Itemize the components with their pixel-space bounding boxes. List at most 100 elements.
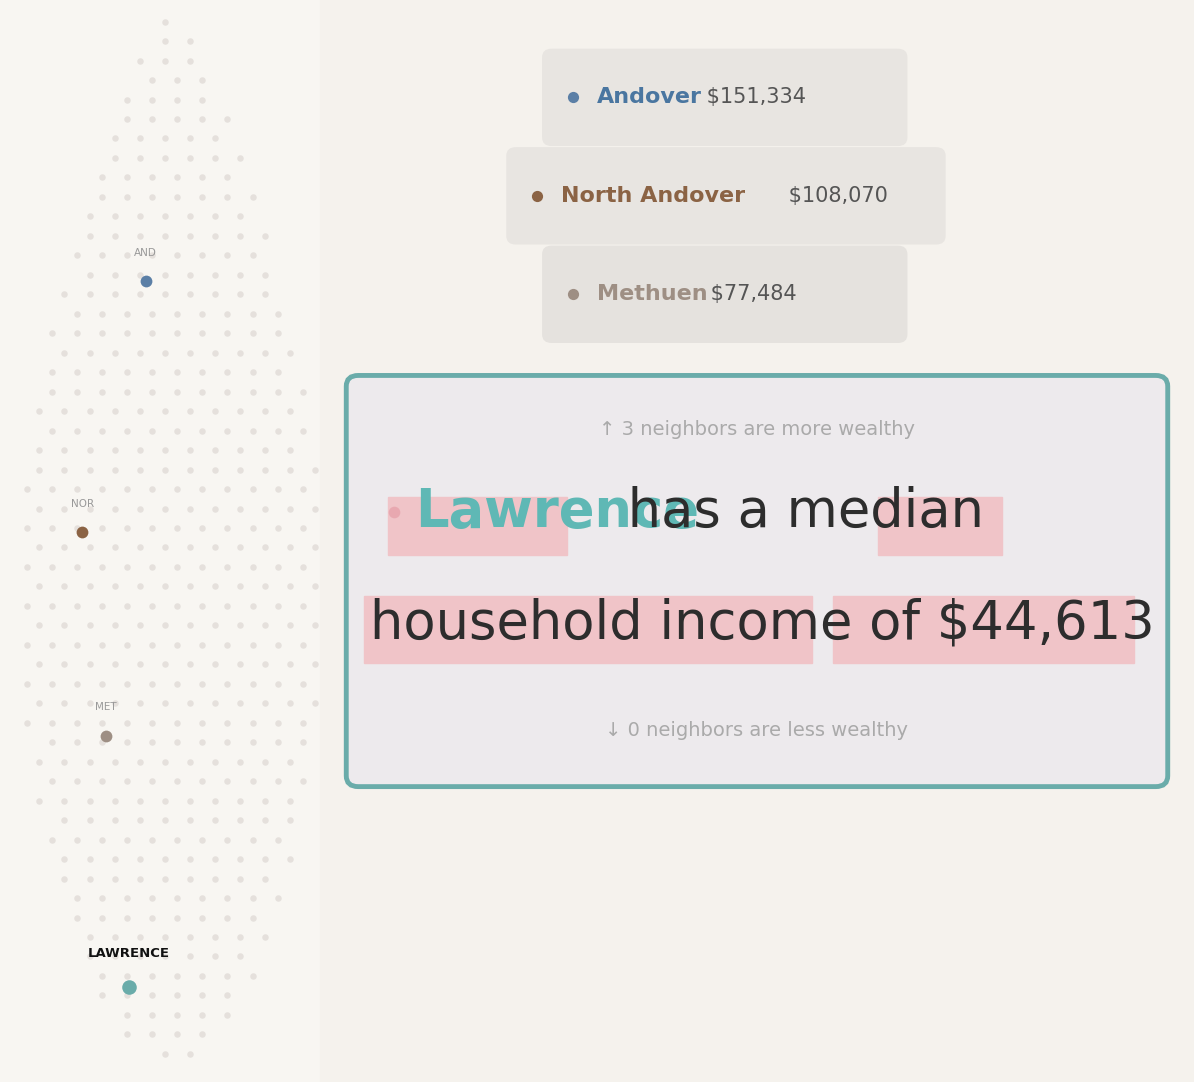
Point: [217, 305, 236, 322]
Point: [80, 266, 99, 283]
Point: [130, 286, 149, 303]
Point: [143, 558, 162, 576]
Point: [143, 889, 162, 907]
Point: [230, 812, 250, 829]
Point: [55, 461, 74, 478]
Point: [193, 967, 213, 985]
Point: [230, 403, 250, 420]
Point: [155, 792, 174, 809]
Point: [244, 889, 263, 907]
Point: [269, 675, 288, 692]
Point: [117, 909, 137, 926]
Point: [55, 850, 74, 868]
Point: [117, 519, 137, 537]
Point: [67, 636, 87, 654]
Point: [180, 149, 199, 167]
Point: [80, 812, 99, 829]
Point: [155, 1045, 174, 1063]
Point: [55, 500, 74, 517]
Point: [180, 753, 199, 770]
Point: [193, 636, 213, 654]
Bar: [364, 596, 812, 663]
Text: MET: MET: [96, 702, 117, 712]
Point: [219, 364, 238, 381]
Point: [55, 344, 74, 361]
Point: [294, 480, 313, 498]
Point: [193, 889, 213, 907]
Point: [80, 441, 99, 459]
Point: [230, 344, 250, 361]
Point: [105, 500, 124, 517]
Point: [143, 675, 162, 692]
Point: [67, 675, 87, 692]
Point: [180, 441, 199, 459]
Point: [93, 169, 112, 186]
Point: [193, 987, 213, 1004]
Point: [117, 636, 137, 654]
Point: [117, 558, 137, 576]
Point: [230, 753, 250, 770]
Point: [205, 617, 224, 634]
Point: [180, 870, 199, 887]
Point: [281, 500, 300, 517]
Point: [97, 727, 116, 744]
Point: [155, 286, 174, 303]
Point: [564, 286, 583, 303]
Point: [244, 519, 263, 537]
Point: [117, 734, 137, 751]
Text: Methuen: Methuen: [597, 285, 708, 304]
Point: [244, 597, 263, 615]
Point: [143, 188, 162, 206]
Point: [55, 812, 74, 829]
Point: [167, 558, 187, 576]
Point: [105, 812, 124, 829]
Point: [43, 675, 62, 692]
Point: [67, 383, 87, 400]
Point: [205, 266, 224, 283]
Point: [230, 461, 250, 478]
Point: [93, 714, 112, 731]
Point: [269, 714, 288, 731]
Point: [193, 247, 213, 264]
Point: [205, 850, 224, 868]
Point: [217, 519, 236, 537]
Point: [18, 558, 37, 576]
Point: [256, 227, 275, 245]
Point: [55, 656, 74, 673]
Text: has a median: has a median: [611, 486, 984, 538]
Point: [244, 967, 263, 985]
Bar: [833, 596, 1134, 663]
Point: [230, 656, 250, 673]
Point: [55, 539, 74, 556]
Point: [167, 967, 187, 985]
Point: [30, 500, 49, 517]
Point: [244, 734, 263, 751]
Point: [256, 617, 275, 634]
Point: [256, 792, 275, 809]
Point: [281, 695, 300, 712]
Text: $151,334: $151,334: [700, 88, 806, 107]
Point: [43, 831, 62, 848]
Point: [80, 344, 99, 361]
Point: [80, 850, 99, 868]
Point: [167, 91, 187, 108]
Point: [256, 578, 275, 595]
Point: [105, 695, 124, 712]
Point: [217, 967, 236, 985]
Point: [130, 792, 149, 809]
Point: [130, 617, 149, 634]
Point: [55, 695, 74, 712]
Point: [30, 792, 49, 809]
Point: [230, 208, 250, 225]
Point: [180, 928, 199, 946]
Bar: [878, 497, 1002, 555]
Point: [80, 656, 99, 673]
Point: [80, 792, 99, 809]
Point: [117, 967, 137, 985]
Point: [105, 441, 124, 459]
Point: [256, 266, 275, 283]
Point: [205, 208, 224, 225]
Point: [143, 383, 162, 400]
Point: [117, 714, 137, 731]
Point: [93, 831, 112, 848]
